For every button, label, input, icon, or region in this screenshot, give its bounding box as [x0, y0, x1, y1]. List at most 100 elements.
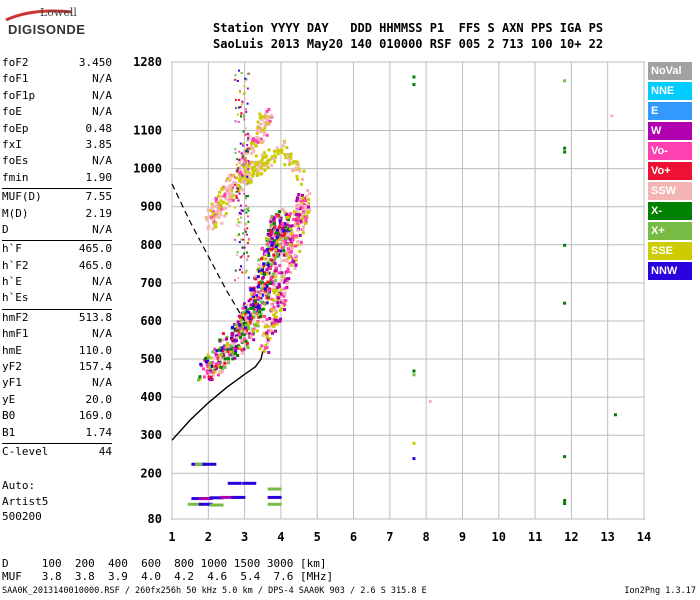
echo-point: [239, 186, 242, 189]
echo-point: [268, 316, 272, 320]
param-value: 3.85: [85, 137, 113, 151]
param-row: h`Es N/A: [2, 291, 112, 307]
echo-point: [240, 351, 244, 355]
echo-point: [271, 331, 275, 335]
echo-point: [238, 326, 242, 330]
echo-point: [248, 177, 252, 181]
echo-point: [265, 248, 269, 252]
echo-point: [272, 221, 276, 225]
echo-point: [274, 300, 278, 304]
echo-point: [239, 265, 242, 268]
echo-point: [203, 358, 207, 362]
echo-point: [244, 177, 248, 181]
echo-point: [250, 174, 254, 178]
param-separator: [2, 308, 112, 310]
echo-point: [265, 301, 269, 305]
echo-point: [239, 105, 242, 108]
legend-item: W: [648, 122, 692, 140]
echo-point: [283, 279, 287, 283]
echo-point: [276, 232, 280, 236]
echo-point: [289, 232, 293, 236]
echo-point: [280, 279, 284, 283]
echo-point: [221, 338, 225, 342]
echo-point: [307, 205, 311, 209]
echo-point: [261, 275, 265, 279]
echo-point: [259, 300, 263, 304]
echo-point: [253, 289, 257, 293]
echo-point: [254, 139, 258, 143]
echo-point: [241, 246, 244, 249]
echo-point: [259, 284, 263, 288]
echo-point: [251, 329, 255, 333]
echo-point: [240, 332, 244, 336]
echo-point: [243, 113, 246, 116]
echo-point: [222, 185, 226, 189]
echo-point: [245, 195, 248, 198]
echo-point: [244, 323, 248, 327]
echo-point: [305, 194, 309, 198]
param-separator: [2, 188, 112, 190]
echo-point: [292, 213, 296, 217]
echo-point: [308, 208, 312, 212]
echo-point: [261, 128, 265, 132]
echo-point: [217, 359, 221, 363]
echo-point: [197, 378, 201, 382]
echo-point: [243, 171, 247, 175]
echo-point: [288, 261, 292, 265]
muf-curve: [171, 183, 246, 322]
echo-point: [225, 342, 229, 346]
echo-point: [262, 162, 266, 166]
echo-point: [263, 314, 267, 318]
echo-point: [304, 208, 308, 212]
echo-point: [563, 150, 567, 154]
echo-point: [237, 98, 240, 101]
echo-point: [412, 369, 416, 373]
echo-point: [205, 218, 209, 222]
echo-point: [301, 196, 305, 200]
digisonde-logo: Lowell DIGISONDE: [2, 6, 92, 46]
echo-point: [283, 273, 287, 277]
echo-point: [243, 302, 247, 306]
echo-point: [269, 328, 273, 332]
legend-item: X+: [648, 222, 692, 240]
echo-point: [210, 365, 214, 369]
echo-point: [294, 234, 298, 238]
echo-point: [280, 307, 284, 311]
echo-point: [281, 221, 285, 225]
echo-point: [243, 208, 246, 211]
echo-point: [298, 197, 302, 201]
echo-point: [283, 223, 287, 227]
echo-point: [260, 163, 264, 167]
echo-point: [292, 260, 296, 264]
echo-point: [235, 254, 238, 257]
echo-point: [272, 253, 276, 257]
param-value: 465.0: [78, 242, 112, 256]
echo-point: [254, 144, 258, 148]
echo-point: [205, 369, 209, 373]
echo-point: [303, 204, 307, 208]
param-label: hmF2: [2, 310, 29, 324]
echo-point: [242, 337, 246, 341]
echo-point: [259, 122, 263, 126]
echo-point: [277, 282, 281, 286]
echo-point: [224, 179, 228, 183]
echo-point: [610, 114, 614, 118]
echo-point: [247, 311, 251, 315]
param-label: B0: [2, 409, 16, 423]
echo-point: [254, 323, 258, 327]
echo-point: [271, 324, 275, 328]
echo-point: [273, 284, 277, 288]
echo-point: [296, 213, 300, 217]
echo-point: [234, 351, 238, 355]
echo-point: [210, 370, 214, 374]
echo-point: [244, 166, 248, 170]
echo-point: [238, 233, 241, 236]
echo-point: [285, 281, 289, 285]
echo-point: [231, 495, 246, 499]
echo-point: [236, 196, 239, 199]
echo-point: [288, 243, 292, 247]
echo-point: [234, 346, 238, 350]
echo-point: [285, 242, 289, 246]
echo-point: [274, 310, 278, 314]
echo-point: [242, 176, 246, 180]
